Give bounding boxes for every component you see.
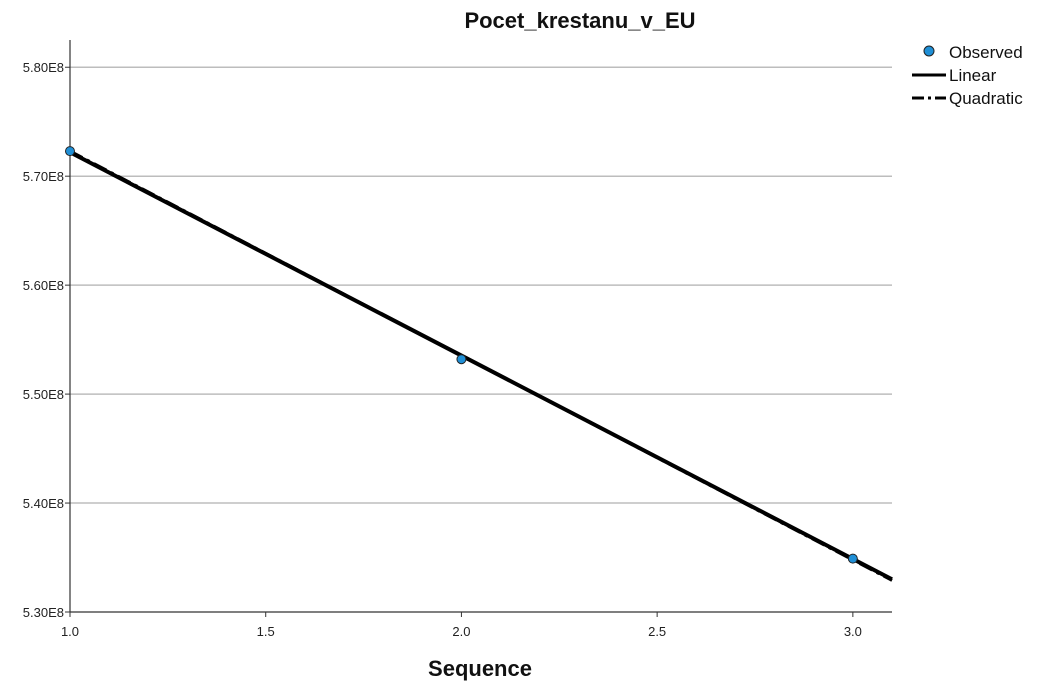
fit-lines bbox=[69, 149, 893, 582]
x-tick-label: 2.0 bbox=[452, 624, 470, 639]
y-tick-labels: 5.30E8 5.40E8 5.50E8 5.60E8 5.70E8 5.80E8 bbox=[23, 60, 64, 620]
axes bbox=[65, 40, 892, 617]
observed-point bbox=[456, 354, 467, 365]
x-tick-label: 2.5 bbox=[648, 624, 666, 639]
x-axis-title: Sequence bbox=[428, 656, 532, 681]
x-tick-label: 3.0 bbox=[844, 624, 862, 639]
legend-label: Observed bbox=[949, 43, 1023, 62]
grid-lines bbox=[70, 66, 892, 504]
y-tick-label: 5.80E8 bbox=[23, 60, 64, 75]
legend: Observed Linear Quadratic bbox=[912, 43, 1023, 108]
legend-label: Linear bbox=[949, 66, 997, 85]
chart-title: Pocet_krestanu_v_EU bbox=[464, 8, 695, 33]
legend-label: Quadratic bbox=[949, 89, 1023, 108]
y-tick-label: 5.60E8 bbox=[23, 278, 64, 293]
observed-points bbox=[65, 146, 858, 564]
observed-point bbox=[847, 553, 858, 564]
series-line-quadratic bbox=[69, 149, 893, 582]
y-tick-label: 5.50E8 bbox=[23, 387, 64, 402]
y-tick-label: 5.40E8 bbox=[23, 496, 64, 511]
x-tick-labels: 1.0 1.5 2.0 2.5 3.0 bbox=[61, 624, 862, 639]
legend-marker-observed bbox=[923, 45, 935, 57]
y-tick-label: 5.70E8 bbox=[23, 169, 64, 184]
x-tick-label: 1.5 bbox=[257, 624, 275, 639]
y-tick-label: 5.30E8 bbox=[23, 605, 64, 620]
observed-point bbox=[65, 146, 75, 157]
x-tick-label: 1.0 bbox=[61, 624, 79, 639]
